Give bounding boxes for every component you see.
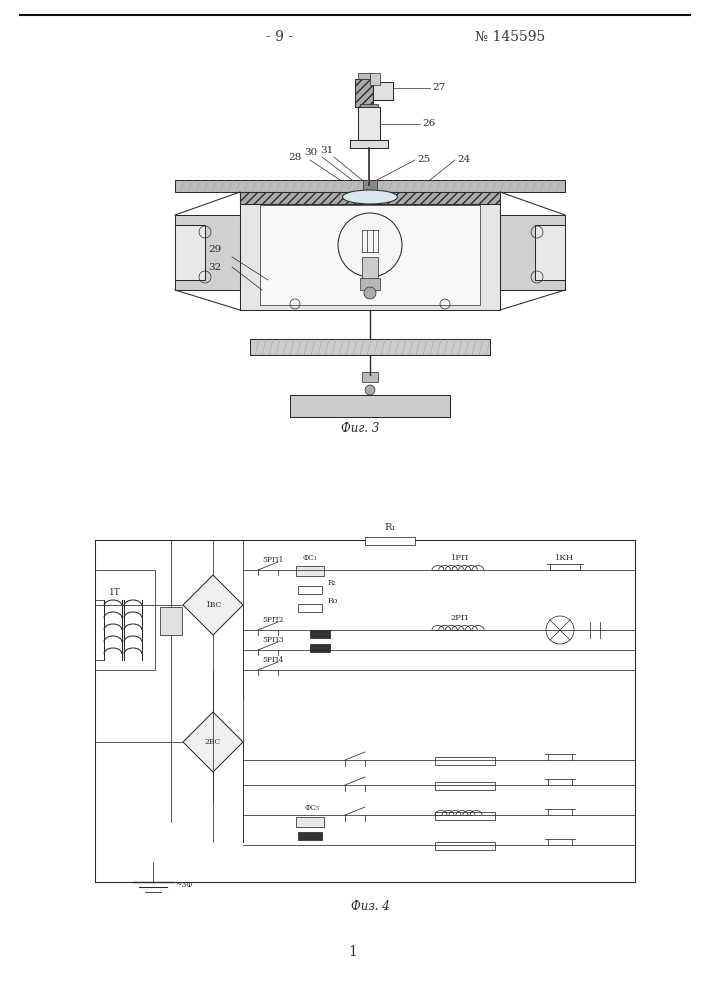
Text: 5РП3: 5РП3 (262, 636, 284, 644)
Bar (298, 604, 322, 612)
Bar (290, 395, 450, 417)
Text: 24: 24 (457, 155, 470, 164)
Text: ~3Ф: ~3Ф (175, 881, 192, 889)
Bar (310, 644, 330, 652)
Text: 5РП1: 5РП1 (262, 556, 284, 564)
Text: 5РП2: 5РП2 (262, 616, 284, 624)
Bar (535, 225, 565, 280)
Circle shape (365, 385, 375, 395)
Circle shape (338, 213, 402, 277)
Text: Фиг. 3: Фиг. 3 (341, 422, 379, 435)
Text: 1КН: 1КН (556, 554, 575, 562)
Bar (175, 180, 565, 192)
Text: 30: 30 (304, 148, 317, 157)
Text: 2ВС: 2ВС (205, 738, 221, 746)
Bar (296, 566, 324, 576)
Bar (250, 339, 490, 355)
Text: № 145595: № 145595 (475, 30, 545, 44)
Ellipse shape (342, 190, 397, 204)
Text: 28: 28 (288, 153, 301, 162)
Text: 32: 32 (208, 263, 221, 272)
Bar (358, 73, 370, 79)
Bar (240, 192, 500, 204)
Bar (360, 278, 380, 290)
Bar (363, 180, 377, 192)
Text: 1ВС: 1ВС (205, 601, 221, 609)
Text: 5РП4: 5РП4 (262, 656, 284, 664)
Bar (298, 832, 322, 840)
Bar (435, 812, 495, 820)
Bar (296, 817, 324, 827)
Text: 27: 27 (432, 83, 445, 92)
Bar (95, 540, 635, 882)
Bar (160, 607, 182, 635)
Text: ФС₅: ФС₅ (305, 804, 320, 812)
Bar (373, 82, 393, 100)
Polygon shape (183, 712, 243, 772)
Text: 31: 31 (320, 146, 333, 155)
Text: R₂: R₂ (328, 579, 337, 587)
Bar (360, 104, 378, 107)
Bar (298, 586, 322, 594)
Bar (355, 79, 373, 107)
Bar (362, 372, 378, 382)
Text: 1Т: 1Т (109, 588, 121, 597)
Text: 1: 1 (349, 945, 358, 959)
Bar (435, 782, 495, 790)
Bar (358, 107, 380, 140)
Bar (362, 257, 378, 280)
Bar (365, 537, 415, 545)
Text: Физ. 4: Физ. 4 (351, 900, 390, 913)
Text: 26: 26 (422, 119, 436, 128)
Bar (240, 192, 500, 310)
Bar (310, 630, 330, 638)
Text: R₁: R₁ (385, 523, 396, 532)
Text: - 9 -: - 9 - (267, 30, 293, 44)
Bar (350, 140, 388, 148)
Text: ФС₁: ФС₁ (303, 554, 317, 562)
Text: 29: 29 (208, 245, 221, 254)
Bar (95, 570, 155, 670)
Bar (175, 215, 240, 290)
Bar (435, 842, 495, 850)
Circle shape (364, 287, 376, 299)
Text: 25: 25 (417, 155, 431, 164)
Bar (260, 205, 480, 305)
Text: Rо: Rо (328, 597, 338, 605)
Text: 1РП: 1РП (451, 554, 469, 562)
Text: 2РП: 2РП (451, 614, 469, 622)
Bar (370, 73, 380, 85)
Polygon shape (183, 575, 243, 635)
Bar (500, 215, 565, 290)
Bar (175, 225, 205, 280)
Bar (435, 757, 495, 765)
